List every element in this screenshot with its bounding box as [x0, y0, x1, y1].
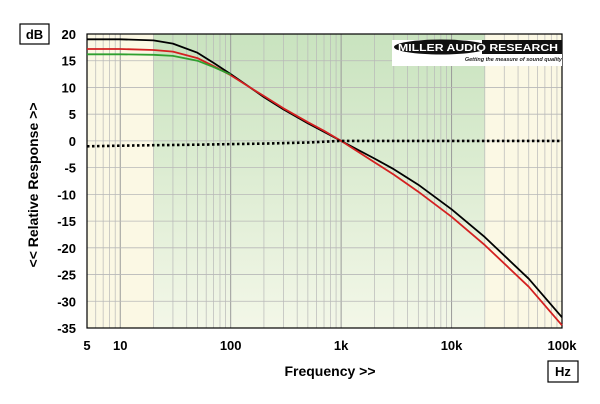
x-tick-label: 100k	[548, 338, 578, 353]
x-tick-label: 1k	[334, 338, 349, 353]
y-tick-label: -20	[57, 241, 76, 256]
y-tick-label: 15	[62, 54, 76, 69]
x-unit-label: Hz	[555, 364, 571, 379]
logo-name: MILLER AUDIO RESEARCH	[398, 42, 558, 54]
logo: MILLER AUDIO RESEARCH Getting the measur…	[392, 39, 563, 66]
series-line-1	[87, 38, 563, 318]
x-tick-label: 10k	[441, 338, 463, 353]
y-tick-label: 5	[69, 107, 76, 122]
x-unit-frame	[547, 360, 579, 383]
y-tick-label: 0	[69, 134, 76, 149]
y-tick-label: 10	[62, 80, 76, 95]
y-tick-label: -15	[57, 214, 76, 229]
x-axis-title: Frequency >>	[284, 363, 375, 379]
x-tick-label: 5	[83, 338, 90, 353]
logo-tagline: Getting the measure of sound quality	[465, 57, 563, 63]
series-line-3	[87, 53, 232, 76]
y-axis-title: << Relative Response >>	[25, 103, 41, 268]
plot-area: 20 15 10 5 0 -5 -10 -15 -20 -25 -30 -35 5 10 100 1k 10k 1…	[57, 27, 577, 353]
y-tick-label: -10	[57, 187, 76, 202]
x-tick-label: 10	[113, 338, 127, 353]
y-unit-box: dB	[19, 23, 50, 45]
x-unit-box: Hz	[547, 360, 579, 383]
y-tick-label: -35	[57, 321, 76, 336]
y-tick-label: 20	[62, 27, 76, 42]
logo-bar-right	[482, 40, 562, 54]
series-line-2	[87, 48, 563, 326]
x-tick-label: 100	[220, 338, 242, 353]
logo-ellipse-left	[394, 39, 488, 55]
y-unit-label: dB	[26, 27, 43, 42]
y-tick-label: -30	[57, 294, 76, 309]
series-line-4	[86, 139, 562, 148]
audio-band-shading	[153, 34, 485, 328]
y-tick-label: -5	[64, 161, 76, 176]
y-unit-frame	[19, 23, 50, 45]
y-tick-label: -25	[57, 268, 76, 283]
plot-frame	[86, 33, 563, 329]
